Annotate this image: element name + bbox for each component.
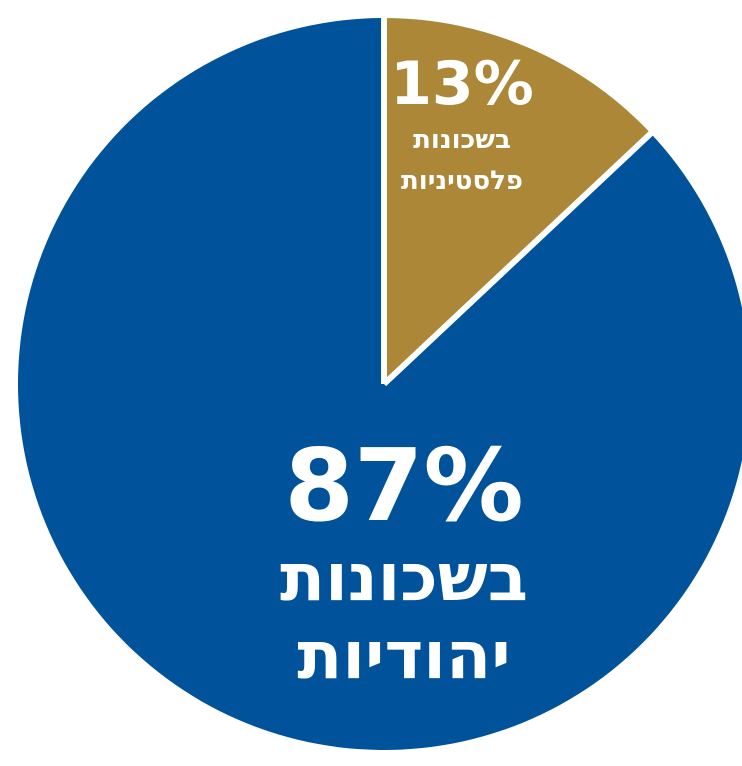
slice-separator-1 (381, 128, 656, 387)
slice-palestinian-percent-label: 13% (390, 49, 534, 119)
pie-slices (18, 14, 742, 750)
slice-jewish-percent-label: 87% (284, 427, 523, 544)
slice-palestinian-label-line2: פלסטיניות (401, 166, 523, 196)
slice-palestinian (384, 18, 651, 384)
slice-jewish-label-line2: יהודיות (297, 617, 510, 694)
slice-palestinian-label-line1: בשכונות (413, 125, 511, 155)
slice-jewish (18, 18, 742, 750)
slice-jewish-label-line1: בשכונות (280, 539, 528, 616)
